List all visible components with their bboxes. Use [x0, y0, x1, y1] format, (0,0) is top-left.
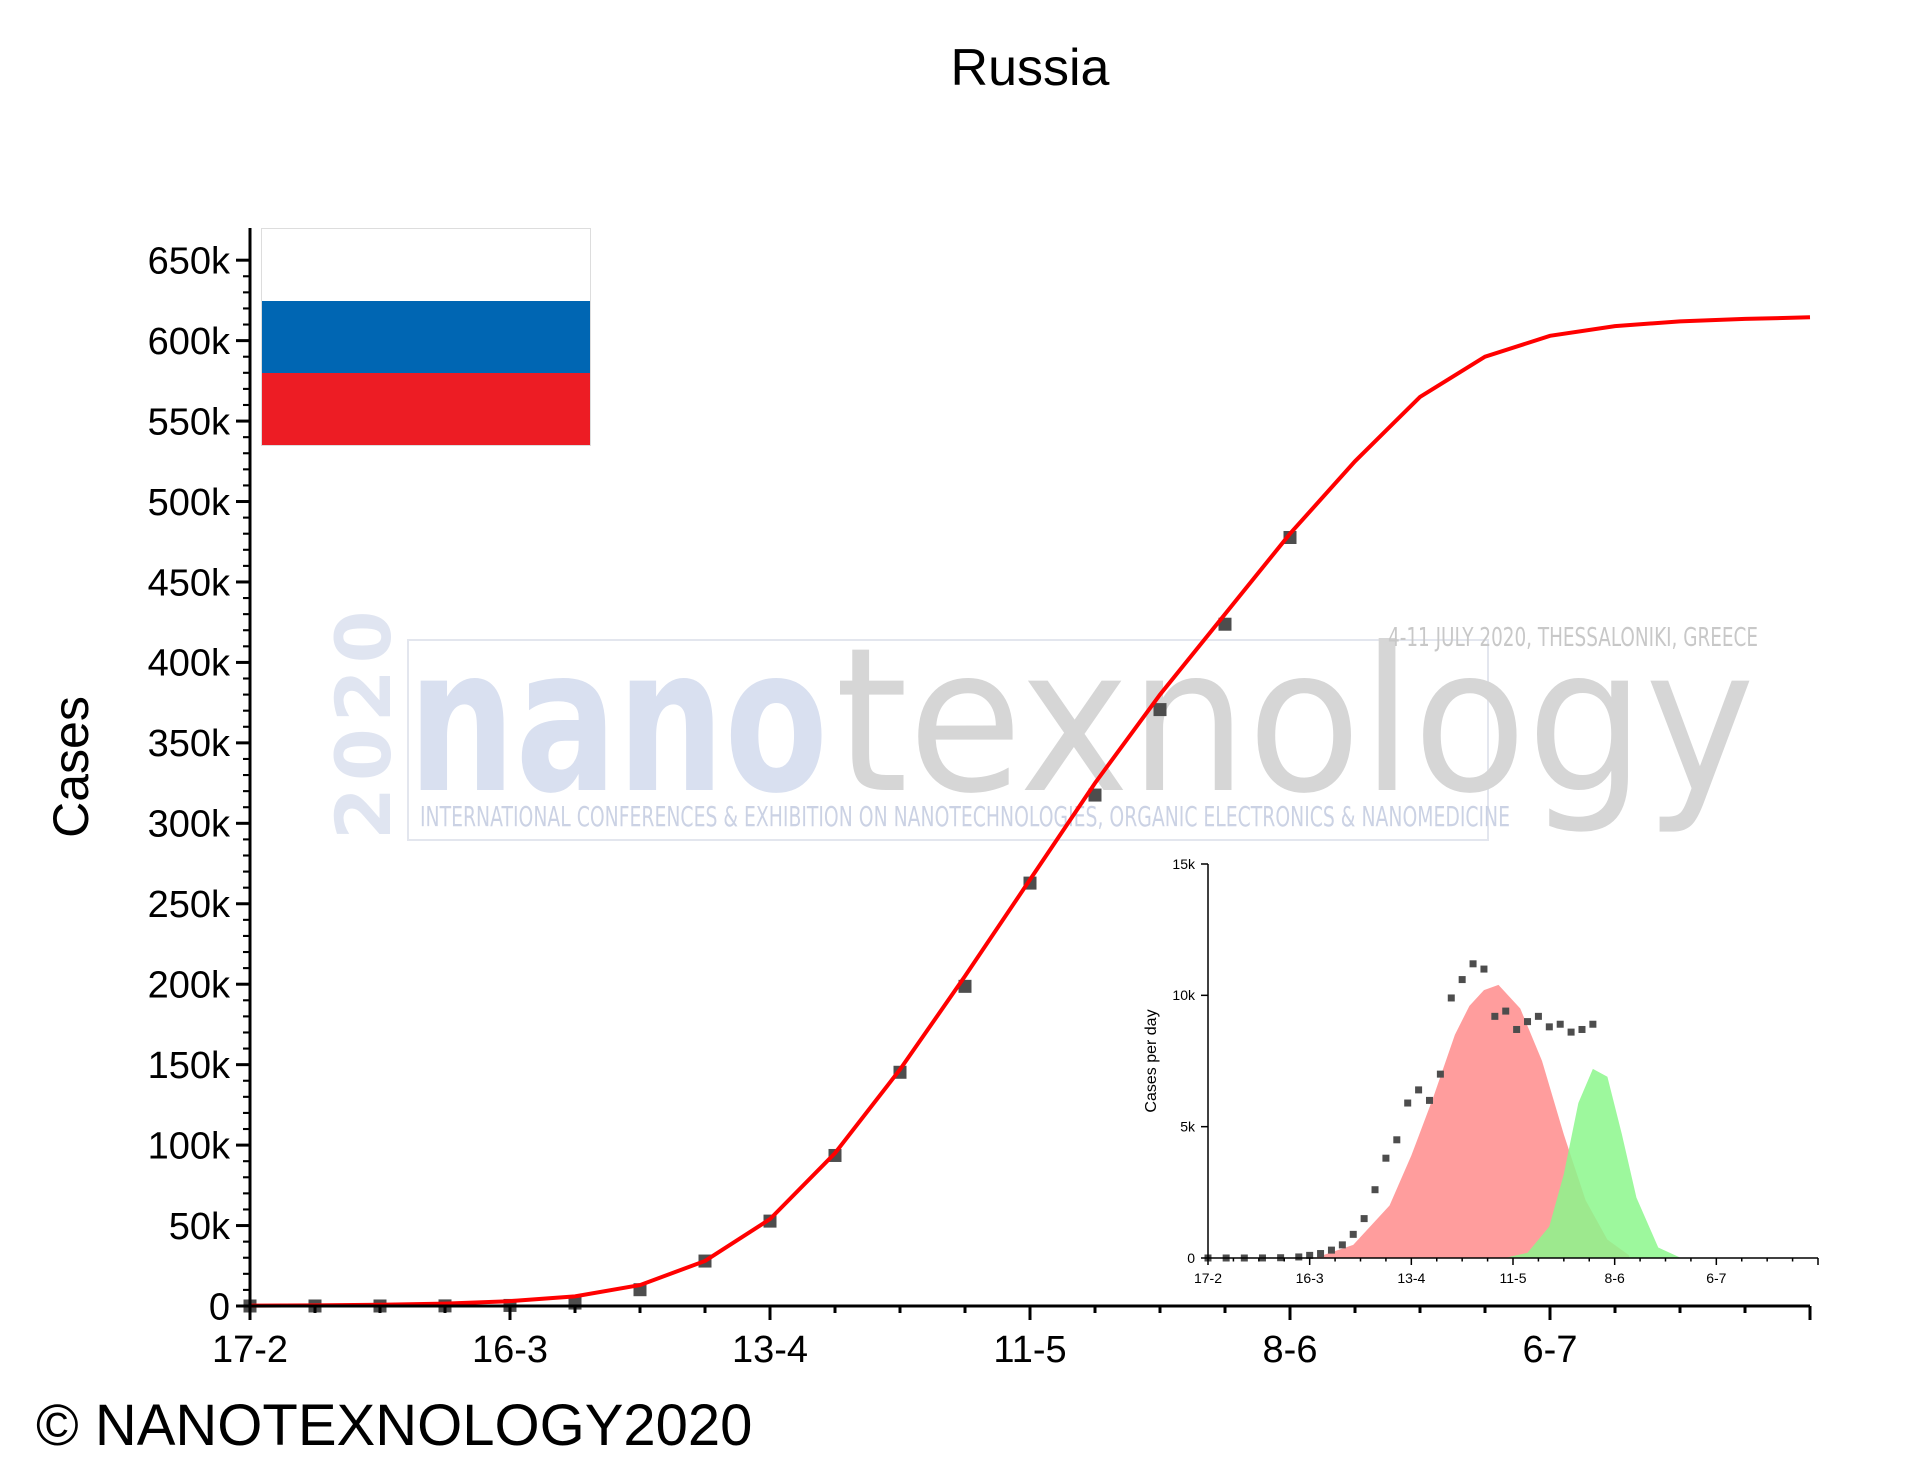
main-y-tick-label: 500k — [148, 482, 231, 524]
inset-y-tick-label: 15k — [1172, 856, 1196, 872]
russia-flag-icon — [261, 228, 591, 446]
inset-data-point — [1349, 1230, 1357, 1238]
inset-data-point — [1415, 1086, 1423, 1094]
main-y-tick-label: 250k — [148, 884, 231, 926]
main-x-tick-label: 8-6 — [1263, 1329, 1318, 1371]
flag-stripe-2 — [262, 373, 590, 445]
flag-stripe-0 — [262, 229, 590, 301]
main-y-tick-label: 650k — [148, 240, 231, 282]
inset-y-axis-label: Cases per day — [1143, 1009, 1160, 1112]
inset-data-point — [1327, 1246, 1335, 1254]
copyright-text: © NANOTEXNOLOGY2020 — [36, 1393, 753, 1458]
inset-peak-area-1 — [1316, 984, 1630, 1258]
inset-y-tick-label: 0 — [1187, 1250, 1195, 1266]
inset-data-point — [1382, 1154, 1390, 1162]
main-y-tick-label: 50k — [169, 1206, 231, 1248]
inset-data-point — [1338, 1241, 1346, 1249]
inset-data-point — [1295, 1253, 1303, 1261]
main-x-tick-label: 6-7 — [1523, 1329, 1578, 1371]
inset-x-tick-label: 11-5 — [1500, 1270, 1527, 1286]
inset-data-point — [1534, 1012, 1542, 1020]
watermark-word-b: texnology — [835, 605, 1755, 838]
inset-data-point — [1447, 994, 1455, 1002]
main-y-tick-label: 300k — [148, 804, 231, 846]
inset-x-tick-label: 8-6 — [1605, 1270, 1625, 1286]
inset-data-point — [1545, 1023, 1553, 1031]
inset-plot: 0 5k 10k 15k 17-2 16-3 13-4 11-5 8-6 6-7 Cases per… — [1143, 856, 1819, 1286]
inset-x-tick-label: 6-7 — [1706, 1270, 1726, 1286]
inset-data-point — [1469, 960, 1477, 968]
main-y-tick-label: 600k — [148, 321, 231, 363]
main-y-axis-label: Cases — [43, 696, 99, 838]
main-y-tick-label: 200k — [148, 965, 231, 1007]
watermark-frame — [407, 639, 1489, 841]
inset-data-point — [1317, 1250, 1325, 1258]
inset-data-point — [1371, 1186, 1379, 1194]
main-x-tick-label: 11-5 — [993, 1329, 1066, 1371]
watermark-subtitle: INTERNATIONAL CONFERENCES & EXHIBITION O… — [420, 800, 1510, 833]
inset-data-point — [1393, 1136, 1401, 1144]
inset-data-point — [1480, 965, 1488, 973]
main-y-tick-label: 0 — [209, 1286, 230, 1328]
main-plot: 0 50k 100k 150k 200k 250k 300k 350k 400k 450k 500k… — [43, 228, 1812, 1371]
watermark-tagline: 4-11 JULY 2020, THESSALONIKI, GREECE — [1388, 623, 1758, 653]
inset-data-point — [1502, 1007, 1510, 1015]
inset-data-point — [1589, 1020, 1597, 1028]
main-x-tick-label: 13-4 — [732, 1329, 808, 1371]
inset-data-point — [1556, 1020, 1564, 1028]
main-data-point — [1153, 703, 1167, 717]
main-y-tick-label: 350k — [148, 723, 231, 765]
main-y-tick-label: 150k — [148, 1045, 231, 1087]
main-y-tick-label: 400k — [148, 643, 231, 685]
chart-title: Russia — [950, 39, 1110, 97]
main-y-tick-label: 100k — [148, 1125, 231, 1167]
inset-data-point — [1306, 1251, 1314, 1259]
inset-data-point — [1436, 1070, 1444, 1078]
main-fit-line — [249, 315, 1811, 1308]
inset-data-point — [1491, 1012, 1499, 1020]
watermark-year: 2020 — [319, 604, 408, 840]
main-y-tick-label: 450k — [148, 562, 231, 604]
inset-data-point — [1567, 1028, 1575, 1036]
inset-x-tick-label: 13-4 — [1397, 1270, 1425, 1286]
inset-x-tick-label: 16-3 — [1296, 1270, 1324, 1286]
inset-data-point — [1404, 1099, 1412, 1107]
inset-y-tick-label: 5k — [1180, 1119, 1196, 1135]
inset-data-point — [1513, 1025, 1521, 1033]
watermark-word-a: nano — [408, 605, 828, 838]
inset-data-point — [1524, 1018, 1532, 1026]
main-y-tick-label: 550k — [148, 401, 231, 443]
inset-peak-area-2 — [1505, 1068, 1681, 1258]
inset-data-point — [1578, 1025, 1586, 1033]
inset-data-point — [1458, 976, 1466, 984]
main-x-tick-label: 17-2 — [212, 1329, 288, 1371]
inset-x-tick-label: 17-2 — [1194, 1270, 1222, 1286]
inset-data-point — [1425, 1096, 1433, 1104]
inset-data-point — [1360, 1215, 1368, 1223]
main-data-point — [1088, 788, 1102, 802]
inset-y-tick-label: 10k — [1172, 987, 1196, 1003]
main-x-tick-label: 16-3 — [472, 1329, 548, 1371]
flag-stripe-1 — [262, 301, 590, 373]
